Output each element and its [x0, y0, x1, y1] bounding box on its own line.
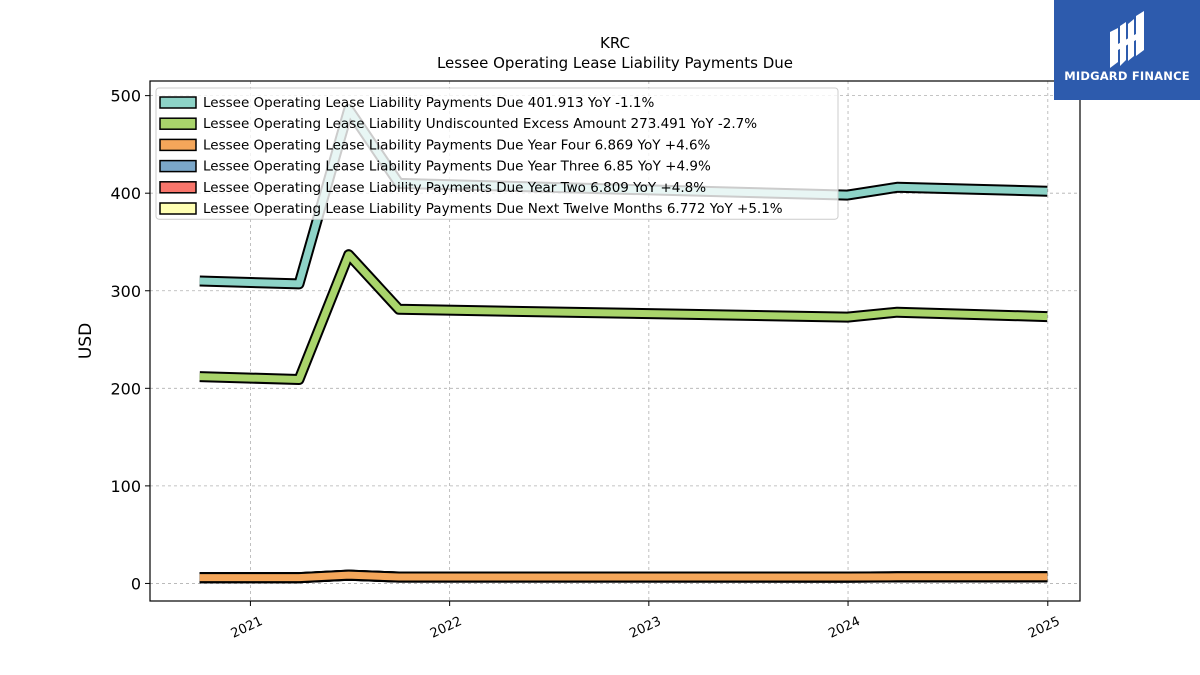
brand-logo: MIDGARD FINANCE	[1054, 0, 1200, 100]
midgard-logo-icon	[1110, 11, 1144, 68]
x-tick-label: 2024	[826, 614, 862, 642]
legend-label: Lessee Operating Lease Liability Payment…	[203, 159, 711, 175]
y-axis-label: USD	[76, 323, 96, 359]
chart-subtitle: Lessee Operating Lease Liability Payment…	[437, 54, 793, 72]
brand-name: MIDGARD FINANCE	[1064, 69, 1190, 83]
legend-swatch	[159, 117, 197, 130]
y-tick-label: 100	[110, 477, 141, 496]
legend-label: Lessee Operating Lease Liability Undisco…	[203, 116, 757, 132]
legend-swatch	[159, 181, 197, 194]
plot-frame	[149, 80, 1081, 602]
y-tick-label: 0	[131, 574, 141, 593]
x-tick-label: 2023	[627, 614, 663, 642]
y-tick-label: 400	[110, 184, 141, 203]
y-tick-label: 300	[110, 282, 141, 301]
legend-swatch	[159, 202, 197, 215]
y-tick-label: 200	[110, 379, 141, 398]
x-tick-label: 2025	[1026, 614, 1062, 642]
legend-swatch	[159, 159, 197, 173]
x-tick-label: 2022	[428, 614, 464, 642]
legend-label: Lessee Operating Lease Liability Payment…	[203, 180, 706, 196]
series-line	[199, 571, 1048, 582]
x-tick-label: 2021	[229, 614, 265, 642]
y-tick-label: 500	[110, 87, 141, 106]
legend-swatch	[159, 138, 197, 152]
chart-title: KRC	[600, 34, 630, 52]
legend-label: Lessee Operating Lease Liability Payment…	[203, 137, 711, 153]
legend: Lessee Operating Lease Liability Payment…	[155, 87, 839, 220]
legend-label: Lessee Operating Lease Liability Payment…	[203, 201, 783, 217]
legend-box	[155, 87, 839, 220]
series-line	[199, 251, 1048, 383]
series-layer	[199, 103, 1048, 584]
legend-label: Lessee Operating Lease Liability Payment…	[203, 95, 654, 111]
legend-swatch	[159, 96, 197, 109]
